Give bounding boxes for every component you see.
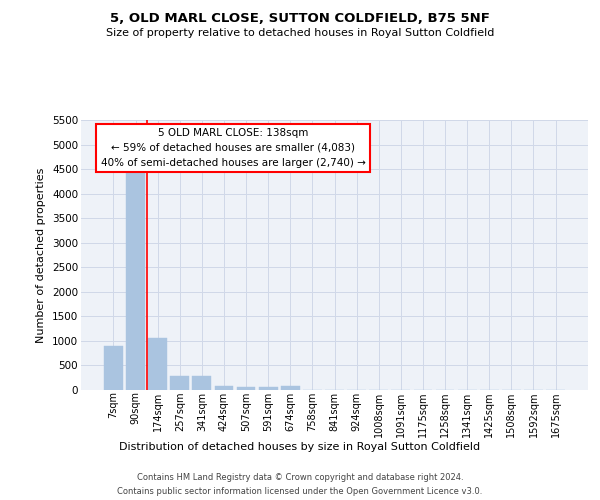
Text: Contains public sector information licensed under the Open Government Licence v3: Contains public sector information licen… [118,488,482,496]
Y-axis label: Number of detached properties: Number of detached properties [37,168,46,342]
Bar [236,387,256,390]
Bar [148,338,167,390]
Bar [126,166,145,390]
Text: 5, OLD MARL CLOSE, SUTTON COLDFIELD, B75 5NF: 5, OLD MARL CLOSE, SUTTON COLDFIELD, B75… [110,12,490,26]
Bar [170,376,189,390]
Bar [104,346,123,390]
Bar [215,386,233,390]
Bar [259,388,278,390]
Text: Distribution of detached houses by size in Royal Sutton Coldfield: Distribution of detached houses by size … [119,442,481,452]
Text: Contains HM Land Registry data © Crown copyright and database right 2024.: Contains HM Land Registry data © Crown c… [137,472,463,482]
Text: Size of property relative to detached houses in Royal Sutton Coldfield: Size of property relative to detached ho… [106,28,494,38]
Bar [281,386,299,390]
Bar [193,376,211,390]
Text: 5 OLD MARL CLOSE: 138sqm
← 59% of detached houses are smaller (4,083)
40% of sem: 5 OLD MARL CLOSE: 138sqm ← 59% of detach… [101,128,365,168]
